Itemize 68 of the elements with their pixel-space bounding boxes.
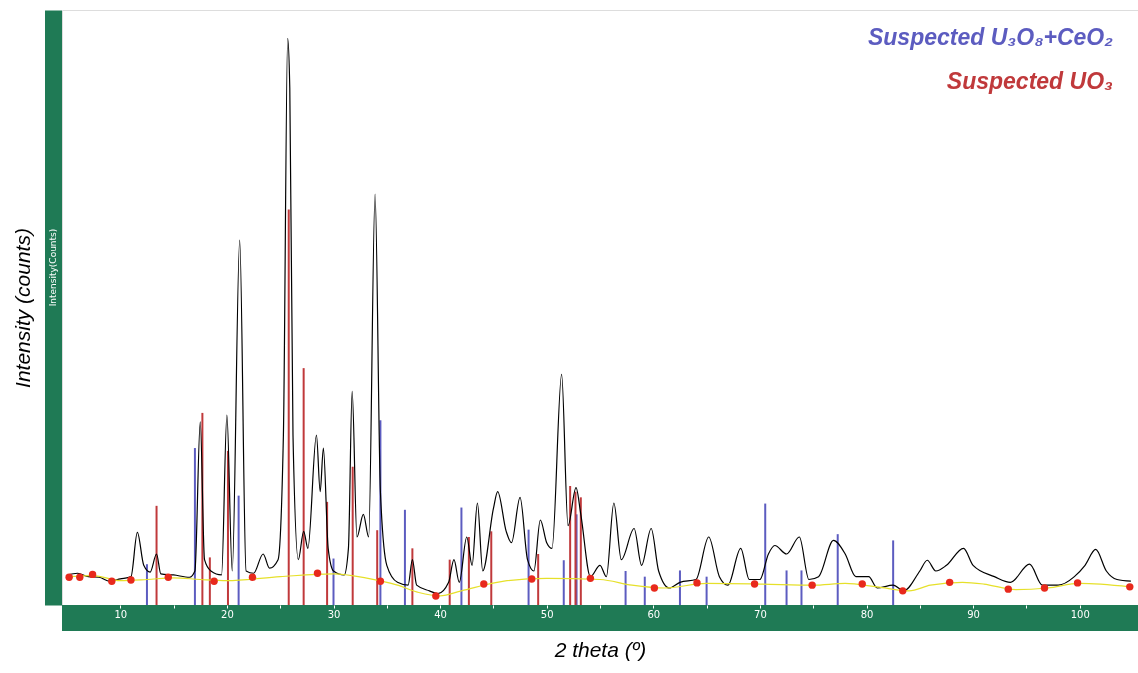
bar [237,495,240,605]
point [586,574,595,583]
point [808,581,816,589]
x-tick-label: 70 [754,608,767,620]
point [108,577,116,585]
point [210,577,218,585]
x-tick-label: 60 [647,608,661,620]
point [248,573,257,581]
bar [208,557,211,605]
bar [226,450,229,605]
text: Suspected U₃O₈+CeO₂ [867,24,1114,50]
point [750,580,759,588]
point [899,587,907,595]
x-tick-label: 40 [434,608,447,620]
bar [490,531,493,605]
bar [332,558,335,605]
point [164,573,172,581]
bar [376,530,379,605]
x-tick-label: 10 [114,608,128,620]
x-tick-label: 20 [221,608,234,620]
point [313,569,322,577]
bar [351,466,354,605]
bar [800,570,803,605]
point [528,575,536,583]
x-tick-label: 100 [1070,608,1090,620]
point [1004,585,1012,593]
point [65,573,73,581]
bar [836,534,839,605]
point [127,576,135,584]
bar [403,509,406,605]
bar [624,571,627,605]
bar [145,564,148,605]
point [88,570,97,579]
x-tick-label: 80 [860,608,874,620]
bar [460,507,463,605]
bar [562,560,565,605]
bar [411,548,414,605]
bar [785,570,788,605]
y-axis-title: Intensity (counts) [10,228,34,388]
point [376,577,385,585]
point [432,592,440,600]
bar [575,514,578,605]
x-tick-label: 90 [967,608,980,620]
bar [569,486,572,605]
point [945,578,954,587]
point [1040,584,1049,592]
bar [764,503,767,605]
bar [892,540,895,605]
point [693,579,701,587]
text: Suspected UO₃ [946,68,1114,94]
x-tick-label: 30 [327,608,341,620]
point [650,584,659,592]
x-axis-title: 2 theta (º) [553,637,647,661]
point [480,580,488,588]
bar [574,491,577,605]
bar [302,368,305,605]
point [1073,579,1082,587]
bar [155,505,158,605]
point [76,573,84,581]
bar [287,209,290,605]
point [858,580,866,588]
text: Intensity(Counts) [48,228,58,307]
bar [643,576,646,605]
bar [678,570,681,605]
x-tick-label: 50 [540,608,554,620]
bar [705,576,708,605]
point [1126,583,1134,591]
bar [537,554,540,605]
